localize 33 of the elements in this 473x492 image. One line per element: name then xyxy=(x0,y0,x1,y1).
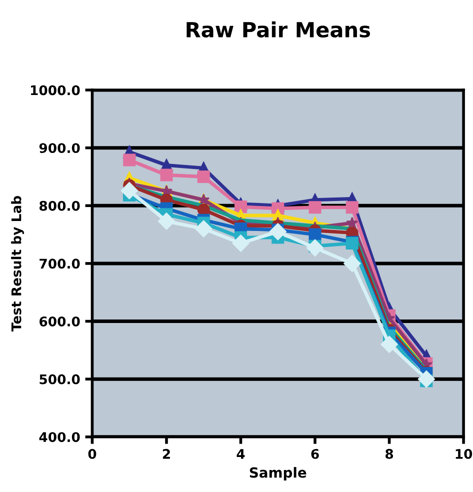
point xyxy=(232,234,250,252)
point xyxy=(197,170,210,183)
point xyxy=(344,254,361,272)
x-axis-title: Sample xyxy=(250,467,306,480)
x-tick-label: 6 xyxy=(311,448,319,459)
point xyxy=(380,336,398,353)
point xyxy=(158,212,176,230)
point xyxy=(346,201,358,214)
x-tick-label: 2 xyxy=(162,448,170,459)
point xyxy=(308,201,322,214)
point xyxy=(418,370,435,388)
y-tick-label: 600.0 xyxy=(40,316,80,326)
point xyxy=(234,200,248,214)
point xyxy=(269,223,286,240)
y-tick-label: 1000.0 xyxy=(31,85,80,96)
point xyxy=(308,228,322,241)
y-tick-label: 400.0 xyxy=(39,432,80,442)
y-tick-label: 800.0 xyxy=(40,200,80,211)
y-tick-label: 900.0 xyxy=(39,143,80,154)
y-axis-title: Test Result by Lab xyxy=(11,196,24,332)
point xyxy=(346,216,358,228)
y-tick-label: 700.0 xyxy=(40,258,80,269)
point xyxy=(306,239,324,256)
point xyxy=(120,182,138,200)
point xyxy=(195,220,212,238)
x-tick-label: 0 xyxy=(88,448,96,459)
x-tick-label: 8 xyxy=(385,448,394,459)
point xyxy=(123,154,136,166)
point xyxy=(160,168,173,182)
chart-title: Raw Pair Means xyxy=(186,21,370,38)
y-tick-label: 500.0 xyxy=(40,374,80,384)
x-tick-label: 10 xyxy=(456,448,472,459)
x-tick-label: 4 xyxy=(236,449,245,459)
